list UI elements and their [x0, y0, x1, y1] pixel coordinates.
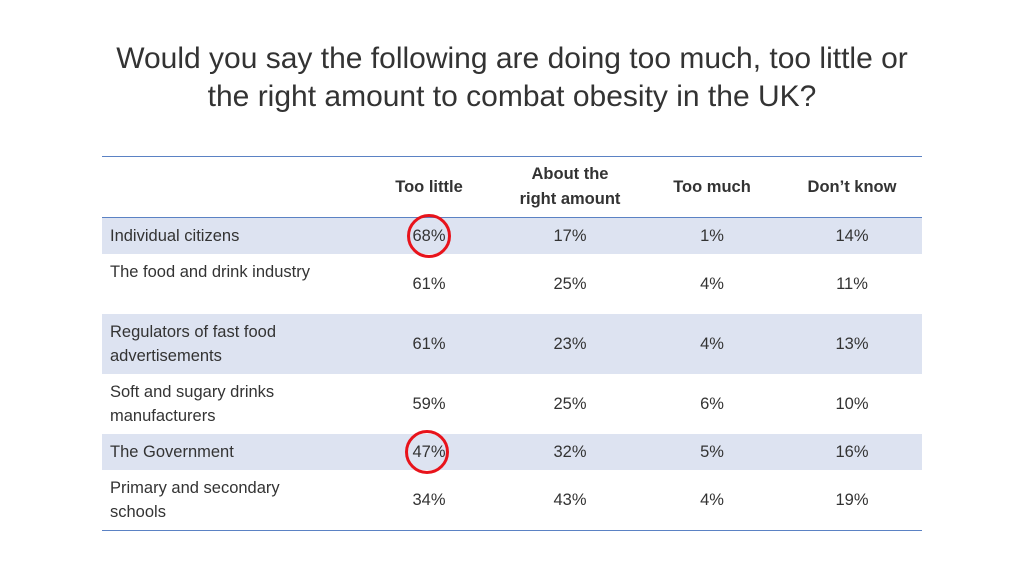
table-row: Regulators of fast food advertisements 6… [102, 314, 922, 374]
cell-too-much: 1% [700, 226, 724, 245]
cell-too-much: 6% [700, 394, 724, 413]
header-empty-cell [102, 157, 360, 217]
row-label: The food and drink industry [110, 263, 310, 281]
cell-too-much: 5% [700, 442, 724, 461]
header-about-right-line1: About the [531, 165, 609, 183]
table-row: The food and drink industry 61% 25% 4% 1… [102, 254, 922, 314]
highlight-circle [407, 214, 451, 258]
cell-about-right: 32% [553, 442, 587, 461]
cell-too-much: 4% [700, 490, 724, 509]
results-table: Too little About the right amount Too mu… [102, 156, 922, 531]
cell-dont-know: 16% [835, 442, 869, 461]
cell-about-right: 23% [553, 334, 587, 353]
header-dont-know: Don’t know [807, 177, 897, 196]
header-too-little: Too little [395, 177, 463, 196]
table-row: The Government 47% 32% 5% 16% [102, 430, 922, 474]
cell-too-much: 4% [700, 274, 724, 293]
cell-too-little: 34% [412, 490, 446, 509]
cell-too-little: 61% [412, 334, 446, 353]
row-label: The Government [110, 443, 234, 461]
header-about-right: About the right amount [498, 157, 642, 217]
cell-about-right: 17% [553, 226, 587, 245]
table-row: Soft and sugary drinks manufacturers 59%… [102, 374, 922, 434]
cell-about-right: 25% [553, 274, 587, 293]
cell-dont-know: 11% [836, 274, 868, 293]
cell-too-little: 61% [412, 274, 446, 293]
row-label: Primary and secondary schools [102, 470, 360, 530]
table-row: Primary and secondary schools 34% 43% 4%… [102, 470, 922, 530]
cell-dont-know: 13% [835, 334, 869, 353]
cell-too-much: 4% [700, 334, 724, 353]
row-label-text: Soft and sugary drinks manufacturers [110, 383, 275, 425]
cell-dont-know: 10% [835, 394, 869, 413]
cell-about-right: 43% [553, 490, 587, 509]
cell-dont-know: 19% [835, 490, 869, 509]
highlight-circle [405, 430, 449, 474]
row-label: Soft and sugary drinks manufacturers [102, 374, 360, 434]
table-header: Too little About the right amount Too mu… [102, 157, 922, 218]
row-label-text: Regulators of fast food advertisements [110, 323, 277, 365]
table-row: Individual citizens 68% 17% 1% 14% [102, 214, 922, 258]
cell-about-right: 25% [553, 394, 587, 413]
title-line-2: the right amount to combat obesity in th… [207, 80, 817, 113]
row-label-text: Primary and secondary schools [110, 479, 280, 521]
header-too-much: Too much [673, 177, 751, 196]
cell-dont-know: 14% [835, 226, 869, 245]
row-label: Regulators of fast food advertisements [102, 314, 360, 374]
title-line-1: Would you say the following are doing to… [116, 42, 908, 75]
page-title: Would you say the following are doing to… [60, 40, 964, 116]
header-about-right-line2: right amount [519, 190, 621, 208]
cell-too-little: 59% [412, 394, 446, 413]
row-label: Individual citizens [110, 227, 240, 245]
